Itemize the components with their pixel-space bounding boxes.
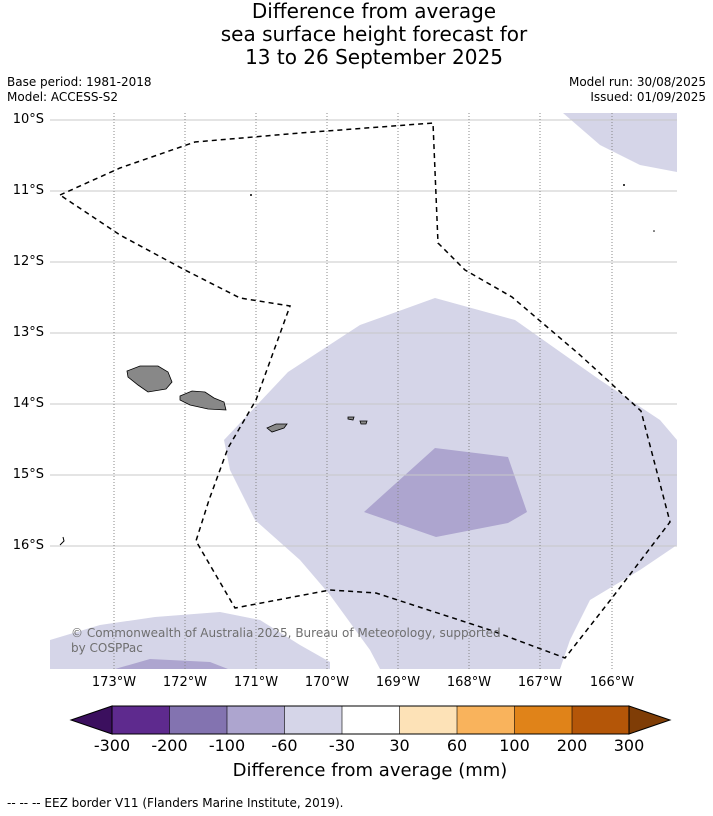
colorbar-segment-7 (457, 706, 515, 734)
colorbar-tick-5: -30 (328, 736, 356, 755)
colorbar-segment-1 (112, 706, 170, 734)
title-line-3: 13 to 26 September 2025 (245, 45, 503, 69)
eez-border-west (59, 122, 671, 659)
y-label-10s: 10°S (12, 112, 44, 127)
model-run: Model run: 30/08/2025 (568, 75, 706, 89)
copyright-notice: © Commonwealth of Australia 2025, Bureau… (71, 626, 501, 655)
anomaly-region-mid (364, 448, 527, 537)
x-label-171w: 171°W (233, 675, 279, 690)
colorbar-segment-4 (284, 706, 342, 734)
colorbar-tick-10: 300 (613, 736, 645, 755)
island-upolu (179, 390, 227, 411)
x-label-173w: 173°W (91, 675, 137, 690)
colorbar-tick-6: 30 (389, 736, 410, 755)
colorbar-segment-6 (399, 706, 457, 734)
title-line-1: Difference from average (251, 0, 497, 23)
latitude-gridlines (50, 119, 677, 547)
x-label-172w: 172°W (162, 675, 208, 690)
issued-date: Issued: 01/09/2025 (590, 90, 706, 104)
colorbar-extend-min (69, 705, 113, 735)
map-title: Difference from average sea surface heig… (0, 0, 713, 69)
model-name: Model: ACCESS-S2 (7, 90, 119, 104)
island-manua-2 (359, 420, 368, 425)
colorbar-tick-9: 200 (556, 736, 588, 755)
y-label-16s: 16°S (12, 538, 44, 553)
colorbar-tick-7: 60 (446, 736, 468, 755)
x-label-170w: 170°W (304, 675, 350, 690)
colorbar-tick-8: 100 (499, 736, 530, 755)
eez-legend: -- -- -- EEZ border V11 (Flanders Marine… (7, 796, 344, 810)
y-label-13s: 13°S (12, 325, 44, 340)
x-label-169w: 169°W (375, 675, 421, 690)
title-line-2: sea surface height forecast for (220, 22, 528, 46)
colorbar-tick-4: -60 (271, 736, 298, 755)
x-label-167w: 167°W (517, 675, 563, 690)
colorbar-segment-5 (342, 706, 400, 734)
anomaly-region-mid-bottom (115, 659, 228, 669)
meta-left: Base period: 1981-2018 Model: ACCESS-S2 (7, 75, 152, 105)
colorbar (69, 705, 672, 735)
y-label-12s: 12°S (12, 254, 44, 269)
base-period: Base period: 1981-2018 (7, 75, 152, 89)
y-label-11s: 11°S (12, 183, 44, 198)
colorbar-extend-max (628, 705, 672, 735)
meta-right: Model run: 30/08/2025 Issued: 01/09/2025 (569, 75, 706, 105)
island-savaii (126, 365, 173, 393)
colorbar-segment-9 (572, 706, 629, 734)
colorbar-title: Difference from average (mm) (232, 760, 508, 781)
x-label-166w: 166°W (589, 675, 635, 690)
anomaly-region-top-right (563, 113, 677, 172)
colorbar-tick-2: -200 (151, 736, 188, 755)
islet-1 (250, 194, 252, 196)
colorbar-tick-3: -100 (208, 736, 246, 755)
colorbar-segment-8 (514, 706, 572, 734)
y-label-15s: 15°S (12, 467, 44, 482)
islet-2 (623, 184, 625, 186)
islet-4 (59, 536, 65, 546)
colorbar-segment-2 (169, 706, 227, 734)
colorbar-tick-1: -300 (93, 736, 131, 755)
anomaly-region-bottom-left (50, 612, 330, 669)
island-tutuila (266, 423, 288, 433)
colorbar-segment-3 (227, 706, 285, 734)
x-label-168w: 168°W (446, 675, 492, 690)
island-manua-1 (347, 416, 355, 421)
y-label-14s: 14°S (12, 396, 44, 411)
islet-3 (653, 230, 655, 232)
